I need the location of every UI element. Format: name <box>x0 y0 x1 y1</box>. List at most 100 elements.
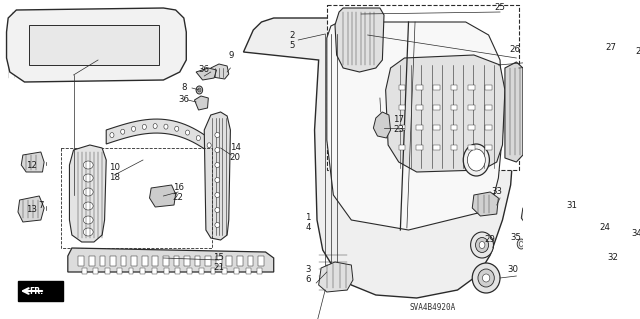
Ellipse shape <box>470 232 493 258</box>
Text: 31: 31 <box>566 201 577 210</box>
Text: 10: 10 <box>109 164 120 173</box>
Text: 7: 7 <box>38 201 44 210</box>
Ellipse shape <box>215 162 220 167</box>
Bar <box>468 125 474 130</box>
Text: 25: 25 <box>495 4 506 12</box>
Bar <box>205 256 211 266</box>
Bar <box>110 256 116 266</box>
Text: 16: 16 <box>173 182 184 191</box>
Bar <box>18 281 63 301</box>
Polygon shape <box>18 196 44 222</box>
Polygon shape <box>211 64 228 79</box>
Bar <box>485 85 492 90</box>
Ellipse shape <box>467 149 485 171</box>
Bar <box>93 268 99 274</box>
Ellipse shape <box>164 124 168 129</box>
Text: 27: 27 <box>605 43 616 53</box>
Ellipse shape <box>83 161 93 169</box>
Ellipse shape <box>142 124 147 130</box>
Text: 3: 3 <box>305 265 311 275</box>
Ellipse shape <box>535 256 556 280</box>
Text: 32: 32 <box>607 254 618 263</box>
Bar <box>187 268 192 274</box>
Bar <box>399 105 405 110</box>
Text: 33: 33 <box>492 188 502 197</box>
Bar <box>258 256 264 266</box>
Text: 9: 9 <box>228 50 234 60</box>
Bar <box>468 105 474 110</box>
Polygon shape <box>243 18 515 298</box>
Bar <box>451 105 457 110</box>
Bar <box>211 268 216 274</box>
Text: 21: 21 <box>214 263 225 272</box>
Text: 30: 30 <box>508 265 518 275</box>
Text: 12: 12 <box>26 160 36 169</box>
Text: 29: 29 <box>484 235 495 244</box>
Bar <box>82 268 86 274</box>
Text: 34: 34 <box>632 229 640 239</box>
Bar <box>164 268 168 274</box>
Text: 2: 2 <box>290 31 295 40</box>
Ellipse shape <box>83 228 93 236</box>
Text: 20: 20 <box>230 153 241 162</box>
Text: 28: 28 <box>635 48 640 56</box>
Polygon shape <box>505 62 523 162</box>
Bar <box>222 268 227 274</box>
Polygon shape <box>587 237 611 260</box>
Ellipse shape <box>476 238 488 253</box>
Ellipse shape <box>479 241 485 249</box>
Bar <box>129 268 134 274</box>
Ellipse shape <box>153 123 157 129</box>
Ellipse shape <box>519 241 524 247</box>
Polygon shape <box>150 185 175 207</box>
Bar <box>163 256 169 266</box>
Bar <box>199 268 204 274</box>
Bar <box>131 256 137 266</box>
Bar <box>399 145 405 150</box>
Polygon shape <box>106 119 221 162</box>
Bar <box>100 256 106 266</box>
Ellipse shape <box>215 147 220 152</box>
Polygon shape <box>521 205 546 226</box>
FancyArrowPatch shape <box>40 289 54 295</box>
Ellipse shape <box>215 222 220 227</box>
Ellipse shape <box>543 265 548 271</box>
Text: 8: 8 <box>181 84 187 93</box>
Polygon shape <box>373 112 390 138</box>
Polygon shape <box>68 248 274 272</box>
Text: 6: 6 <box>305 276 311 285</box>
Ellipse shape <box>110 133 114 137</box>
Ellipse shape <box>131 126 136 131</box>
Bar <box>399 125 405 130</box>
Ellipse shape <box>215 207 220 212</box>
Text: 15: 15 <box>214 254 225 263</box>
Text: SVA4B4920A: SVA4B4920A <box>410 303 456 313</box>
Ellipse shape <box>483 274 490 282</box>
Polygon shape <box>319 262 353 292</box>
Text: 13: 13 <box>26 205 36 214</box>
Ellipse shape <box>463 144 490 176</box>
Polygon shape <box>335 8 384 72</box>
Bar <box>184 256 190 266</box>
Bar <box>451 125 457 130</box>
Bar <box>248 256 253 266</box>
Bar <box>195 256 200 266</box>
Ellipse shape <box>186 130 189 135</box>
Ellipse shape <box>196 86 203 94</box>
Bar <box>416 125 422 130</box>
Bar <box>173 256 179 266</box>
Ellipse shape <box>207 143 211 148</box>
Bar <box>227 256 232 266</box>
Bar <box>237 256 243 266</box>
Bar <box>234 268 239 274</box>
Bar <box>399 85 405 90</box>
Bar <box>175 268 180 274</box>
Bar <box>451 85 457 90</box>
Bar <box>152 268 157 274</box>
Ellipse shape <box>121 129 125 134</box>
Bar <box>468 85 474 90</box>
Polygon shape <box>195 96 209 110</box>
Ellipse shape <box>196 136 200 141</box>
Bar <box>416 85 422 90</box>
Bar <box>257 268 262 274</box>
